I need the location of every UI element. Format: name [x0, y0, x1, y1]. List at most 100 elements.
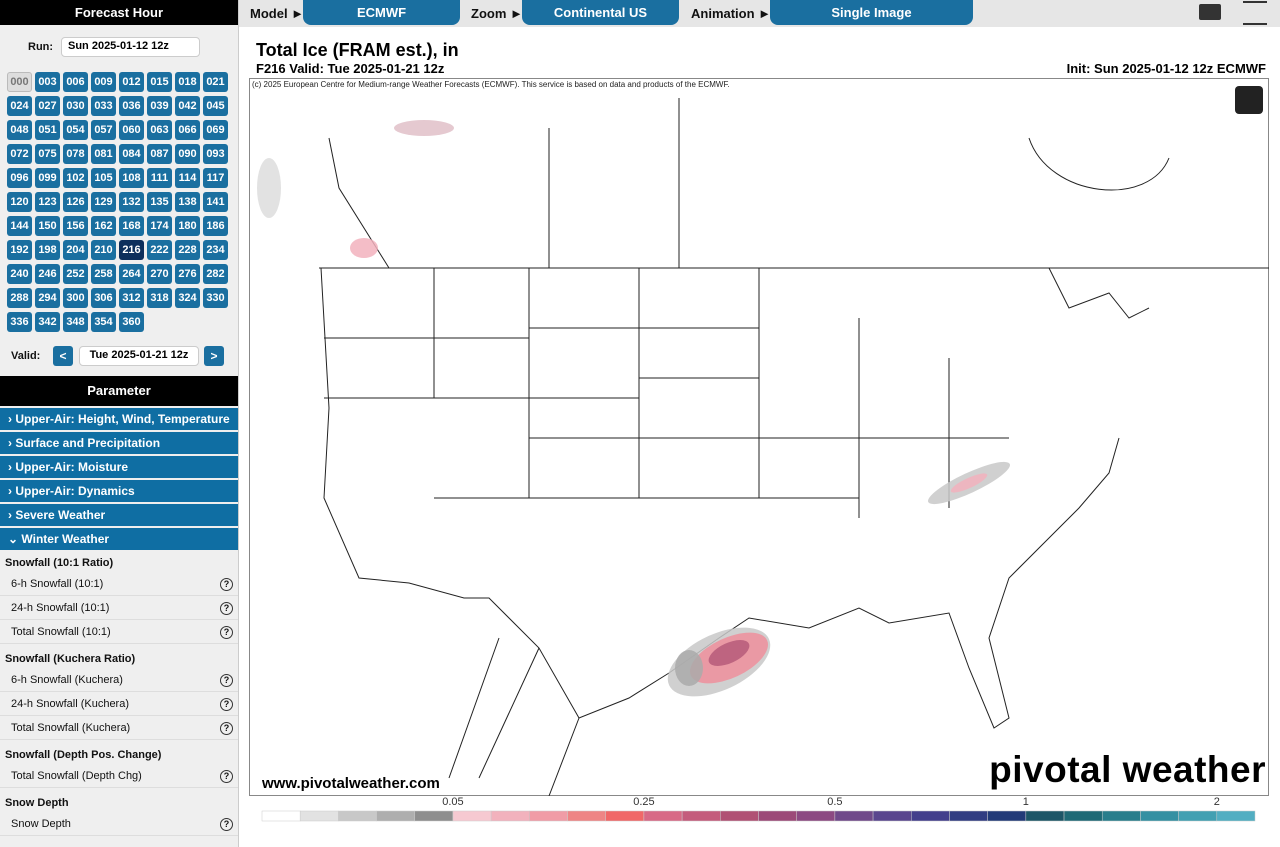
hour-button[interactable]: 198: [35, 240, 60, 260]
hour-button[interactable]: 348: [63, 312, 88, 332]
help-icon[interactable]: ?: [220, 722, 233, 735]
hour-button[interactable]: 144: [7, 216, 32, 236]
hour-button[interactable]: 024: [7, 96, 32, 116]
category-bar[interactable]: › Severe Weather: [0, 504, 238, 526]
hour-button[interactable]: 294: [35, 288, 60, 308]
hour-button[interactable]: 006: [63, 72, 88, 92]
hour-button[interactable]: 180: [175, 216, 200, 236]
hour-button[interactable]: 081: [91, 144, 116, 164]
hour-button[interactable]: 312: [119, 288, 144, 308]
hour-button[interactable]: 090: [175, 144, 200, 164]
hour-button[interactable]: 276: [175, 264, 200, 284]
hour-button[interactable]: 168: [119, 216, 144, 236]
hour-button[interactable]: 114: [175, 168, 200, 188]
hour-button[interactable]: 066: [175, 120, 200, 140]
model-button[interactable]: ECMWF: [303, 0, 460, 25]
hour-button[interactable]: 138: [175, 192, 200, 212]
category-bar[interactable]: › Upper-Air: Dynamics: [0, 480, 238, 502]
hour-button[interactable]: 057: [91, 120, 116, 140]
hour-button[interactable]: 210: [91, 240, 116, 260]
hour-button[interactable]: 240: [7, 264, 32, 284]
hour-button[interactable]: 354: [91, 312, 116, 332]
hour-button[interactable]: 300: [63, 288, 88, 308]
hour-button[interactable]: 117: [203, 168, 228, 188]
hour-button[interactable]: 027: [35, 96, 60, 116]
hour-button[interactable]: 018: [175, 72, 200, 92]
hour-button[interactable]: 162: [91, 216, 116, 236]
help-icon[interactable]: ?: [220, 602, 233, 615]
hour-button[interactable]: 078: [63, 144, 88, 164]
hour-button[interactable]: 039: [147, 96, 172, 116]
hour-button[interactable]: 093: [203, 144, 228, 164]
hour-button[interactable]: 216: [119, 240, 144, 260]
hour-button[interactable]: 342: [35, 312, 60, 332]
hour-button[interactable]: 123: [35, 192, 60, 212]
hour-button[interactable]: 087: [147, 144, 172, 164]
hour-button[interactable]: 192: [7, 240, 32, 260]
prev-button[interactable]: <: [53, 346, 73, 366]
hour-button[interactable]: 063: [147, 120, 172, 140]
hour-button[interactable]: 096: [7, 168, 32, 188]
hour-button[interactable]: 000: [7, 72, 32, 92]
hour-button[interactable]: 051: [35, 120, 60, 140]
hour-button[interactable]: 141: [203, 192, 228, 212]
help-icon[interactable]: ?: [220, 674, 233, 687]
hour-button[interactable]: 234: [203, 240, 228, 260]
hour-button[interactable]: 336: [7, 312, 32, 332]
hour-button[interactable]: 282: [203, 264, 228, 284]
help-icon[interactable]: ?: [220, 578, 233, 591]
category-bar[interactable]: › Surface and Precipitation: [0, 432, 238, 454]
menu-item[interactable]: Total Snowfall (10:1)?: [0, 621, 238, 644]
hour-button[interactable]: 033: [91, 96, 116, 116]
menu-item[interactable]: 6-h Snowfall (10:1)?: [0, 573, 238, 596]
hour-button[interactable]: 204: [63, 240, 88, 260]
category-bar[interactable]: ⌄ Winter Weather: [0, 528, 238, 550]
hour-button[interactable]: 009: [91, 72, 116, 92]
hour-button[interactable]: 069: [203, 120, 228, 140]
hour-button[interactable]: 036: [119, 96, 144, 116]
hour-button[interactable]: 015: [147, 72, 172, 92]
help-icon[interactable]: ?: [220, 626, 233, 639]
menu-item[interactable]: 6-h Snowfall (Kuchera)?: [0, 669, 238, 692]
hour-button[interactable]: 132: [119, 192, 144, 212]
hour-button[interactable]: 126: [63, 192, 88, 212]
hour-button[interactable]: 060: [119, 120, 144, 140]
hour-button[interactable]: 150: [35, 216, 60, 236]
hour-button[interactable]: 360: [119, 312, 144, 332]
hour-button[interactable]: 306: [91, 288, 116, 308]
share-button[interactable]: [1235, 86, 1263, 114]
keyboard-icon[interactable]: [1199, 4, 1221, 20]
hour-button[interactable]: 264: [119, 264, 144, 284]
help-icon[interactable]: ?: [220, 698, 233, 711]
hour-button[interactable]: 021: [203, 72, 228, 92]
hour-button[interactable]: 288: [7, 288, 32, 308]
hour-button[interactable]: 135: [147, 192, 172, 212]
hour-button[interactable]: 228: [175, 240, 200, 260]
hour-button[interactable]: 054: [63, 120, 88, 140]
hour-button[interactable]: 156: [63, 216, 88, 236]
hour-button[interactable]: 084: [119, 144, 144, 164]
hour-button[interactable]: 102: [63, 168, 88, 188]
hour-button[interactable]: 270: [147, 264, 172, 284]
hour-button[interactable]: 048: [7, 120, 32, 140]
menu-item[interactable]: 24-h Snowfall (10:1)?: [0, 597, 238, 620]
help-icon[interactable]: ?: [220, 818, 233, 831]
menu-item[interactable]: Total Snowfall (Kuchera)?: [0, 717, 238, 740]
run-select[interactable]: Sun 2025-01-12 12z: [61, 37, 200, 57]
category-bar[interactable]: › Upper-Air: Height, Wind, Temperature: [0, 408, 238, 430]
menu-item[interactable]: 24-h Snowfall (Kuchera)?: [0, 693, 238, 716]
hour-button[interactable]: 186: [203, 216, 228, 236]
hour-button[interactable]: 003: [35, 72, 60, 92]
hour-button[interactable]: 330: [203, 288, 228, 308]
hour-button[interactable]: 012: [119, 72, 144, 92]
hour-button[interactable]: 252: [63, 264, 88, 284]
hour-button[interactable]: 042: [175, 96, 200, 116]
help-icon[interactable]: ?: [220, 770, 233, 783]
hour-button[interactable]: 246: [35, 264, 60, 284]
category-bar[interactable]: › Upper-Air: Moisture: [0, 456, 238, 478]
animation-button[interactable]: Single Image: [770, 0, 973, 25]
menu-item[interactable]: Snow Depth?: [0, 813, 238, 836]
hour-button[interactable]: 105: [91, 168, 116, 188]
hour-button[interactable]: 120: [7, 192, 32, 212]
hour-button[interactable]: 075: [35, 144, 60, 164]
